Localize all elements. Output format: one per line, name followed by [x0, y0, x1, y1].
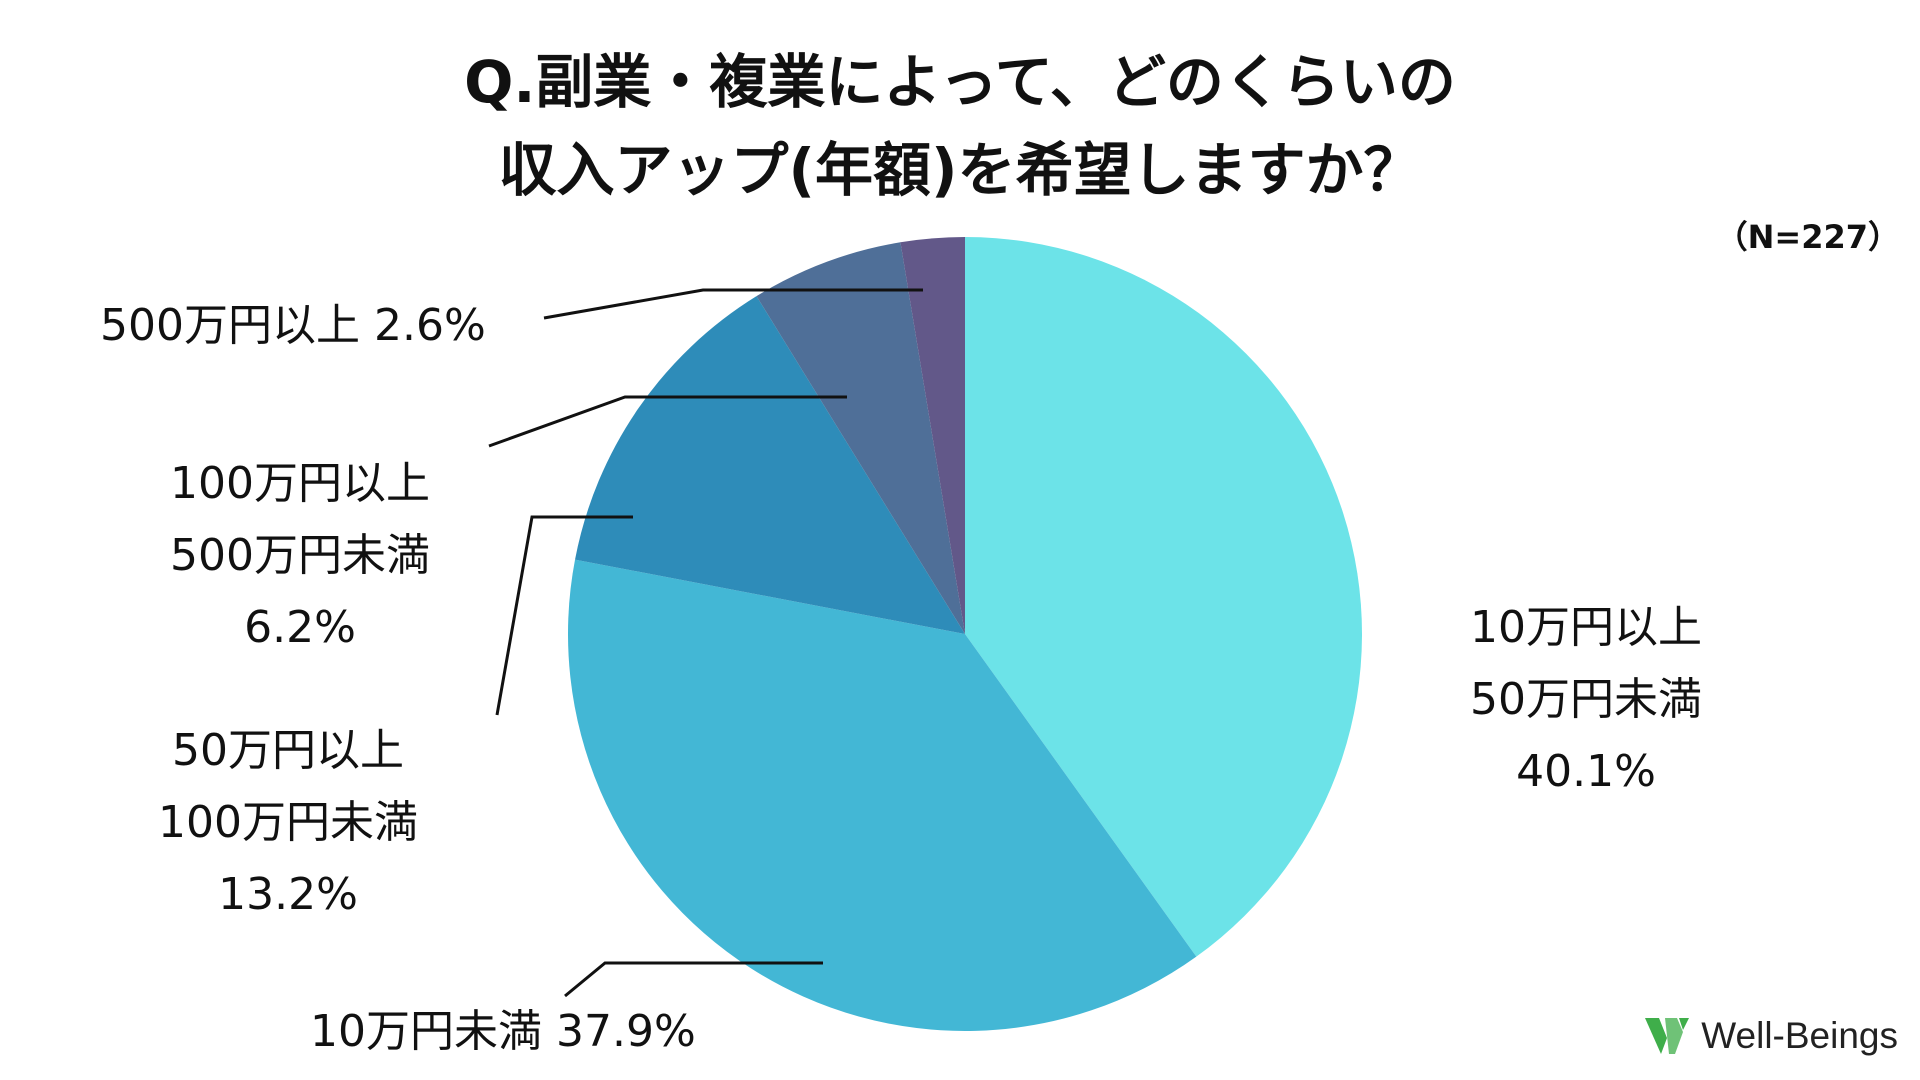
slice-under-10 [567, 559, 1197, 1032]
leader-lines [488, 288, 923, 998]
well-beings-logo-icon [1645, 1018, 1690, 1054]
slice-label-100-500-line-1: 100万円以上 [170, 458, 430, 509]
slice-label-10-50-line-2: 50万円未満 [1470, 674, 1702, 725]
slice-label-over-500-text: 500万円以上 [100, 300, 360, 351]
slice-label-under-10-text: 10万円未満 [310, 1006, 542, 1057]
slice-label-50-100-line-2: 100万円未満 [158, 797, 418, 848]
leader-line-under-10 [564, 961, 823, 998]
slice-label-100-500-pct: 6.2% [244, 602, 356, 653]
chart-title: Q.副業・複業によって、どのくらいの 収入アップ(年額)を希望しますか？ [0, 38, 1920, 214]
slice-label-over-500: 500万円以上 2.6% [100, 290, 486, 362]
pie-slices [567, 237, 1363, 1032]
slice-label-over-500-pct: 2.6% [373, 300, 486, 351]
chart-title-line-1: Q.副業・複業によって、どのくらいの [464, 48, 1456, 116]
slice-label-50-100-line-1: 50万円以上 [171, 725, 404, 776]
slice-label-100-500: 100万円以上 500万円未満 6.2% [170, 448, 430, 664]
slice-label-10-50: 10万円以上 50万円未満 40.1% [1470, 592, 1702, 808]
chart-title-line-2: 収入アップ(年額)を希望しますか？ [498, 136, 1422, 204]
slice-label-10-50-line-1: 10万円以上 [1470, 602, 1702, 653]
slice-100-500 [756, 242, 965, 635]
slice-over-500 [900, 237, 965, 634]
slice-10-50 [965, 237, 1363, 957]
well-beings-logo-text: Well-Beings [1701, 1015, 1898, 1056]
leader-line-100-500 [488, 395, 847, 448]
slice-label-50-100: 50万円以上 100万円未満 13.2% [158, 715, 418, 931]
well-beings-logo: Well-Beings [1643, 1014, 1898, 1058]
slice-label-50-100-pct: 13.2% [218, 869, 358, 920]
slice-label-100-500-line-2: 500万円未満 [170, 530, 430, 581]
sample-size-label: （N=227） [1715, 218, 1900, 256]
leader-line-50-100 [495, 515, 633, 716]
slice-label-under-10-pct: 37.9% [556, 1006, 696, 1057]
slice-50-100 [575, 296, 965, 634]
leader-line-over-500 [543, 288, 923, 320]
slice-label-10-50-pct: 40.1% [1516, 746, 1656, 797]
slice-label-under-10: 10万円未満 37.9% [310, 996, 696, 1068]
